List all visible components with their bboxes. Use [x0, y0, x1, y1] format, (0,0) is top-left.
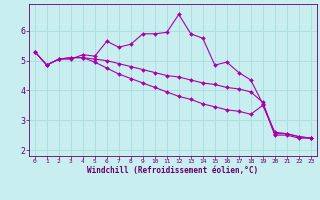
X-axis label: Windchill (Refroidissement éolien,°C): Windchill (Refroidissement éolien,°C) [87, 166, 258, 175]
